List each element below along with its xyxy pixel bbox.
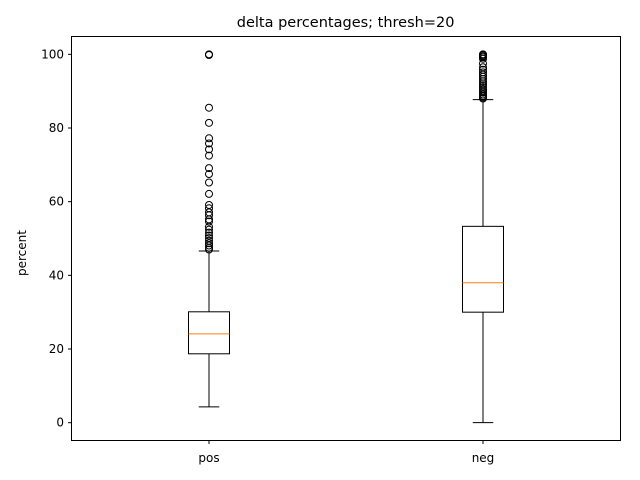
x-tick-label: pos bbox=[198, 451, 219, 465]
outlier-point bbox=[479, 77, 487, 86]
outlier-point bbox=[205, 241, 213, 250]
outlier-point bbox=[205, 225, 213, 234]
outlier-point bbox=[205, 222, 213, 231]
y-tick-label: 20 bbox=[49, 342, 64, 356]
outlier-point bbox=[479, 94, 487, 103]
outlier-point bbox=[205, 245, 213, 254]
y-tick-label: 0 bbox=[56, 416, 64, 430]
outlier-point bbox=[205, 118, 213, 127]
y-tick-label: 100 bbox=[41, 47, 64, 61]
box-pos bbox=[188, 50, 230, 408]
outlier-point bbox=[205, 178, 213, 187]
outlier-point bbox=[205, 134, 213, 143]
outlier-point bbox=[205, 217, 213, 226]
outlier-point bbox=[205, 151, 213, 160]
y-tick-label: 40 bbox=[49, 268, 64, 282]
outlier-point bbox=[205, 51, 213, 60]
outlier-point bbox=[479, 74, 487, 83]
iqr-box bbox=[462, 225, 504, 313]
plot-frame bbox=[71, 36, 621, 441]
outlier-point bbox=[205, 239, 213, 248]
outlier-point bbox=[205, 189, 213, 198]
outlier-point bbox=[479, 59, 487, 68]
outlier-point bbox=[479, 54, 487, 63]
iqr-box bbox=[188, 311, 230, 355]
chart-title: delta percentages; thresh=20 bbox=[237, 15, 455, 31]
outlier-point bbox=[205, 139, 213, 148]
outlier-point bbox=[205, 164, 213, 173]
y-tick-label: 80 bbox=[49, 121, 64, 135]
x-tick-label: neg bbox=[472, 451, 495, 465]
outlier-point bbox=[205, 211, 213, 220]
outlier-point bbox=[205, 145, 213, 154]
box-neg bbox=[462, 50, 504, 424]
outlier-point bbox=[205, 103, 213, 112]
y-tick-label: 60 bbox=[49, 195, 64, 209]
outlier-point bbox=[205, 228, 213, 237]
outlier-point bbox=[205, 170, 213, 179]
outlier-point bbox=[205, 231, 213, 240]
y-axis-label: percent bbox=[15, 230, 29, 276]
plot-area bbox=[188, 50, 504, 424]
